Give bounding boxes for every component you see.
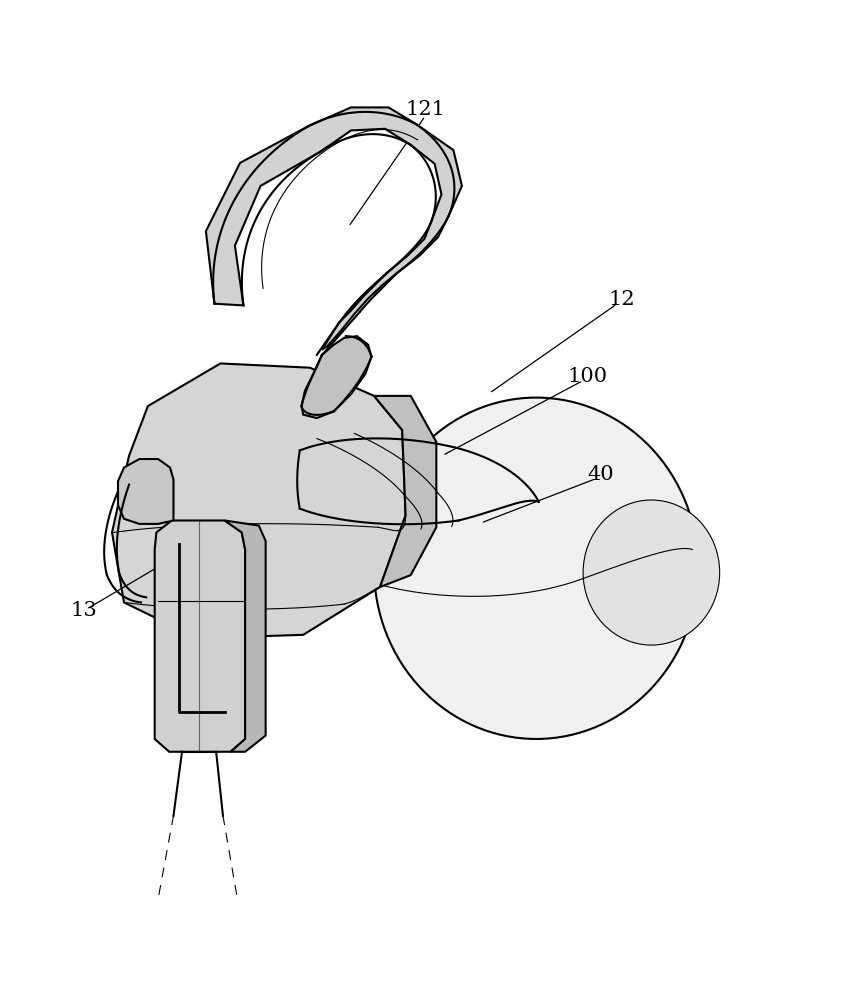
Text: 12: 12 xyxy=(608,290,635,309)
Ellipse shape xyxy=(374,398,698,739)
Text: 13: 13 xyxy=(70,601,97,620)
Text: 121: 121 xyxy=(405,100,445,119)
Polygon shape xyxy=(112,363,405,638)
Polygon shape xyxy=(206,107,462,350)
Text: 40: 40 xyxy=(587,465,613,484)
Ellipse shape xyxy=(583,500,720,645)
Polygon shape xyxy=(374,396,436,587)
Text: 100: 100 xyxy=(567,367,607,386)
Polygon shape xyxy=(118,459,174,524)
Polygon shape xyxy=(225,520,265,752)
Polygon shape xyxy=(302,336,371,418)
Polygon shape xyxy=(155,520,245,752)
